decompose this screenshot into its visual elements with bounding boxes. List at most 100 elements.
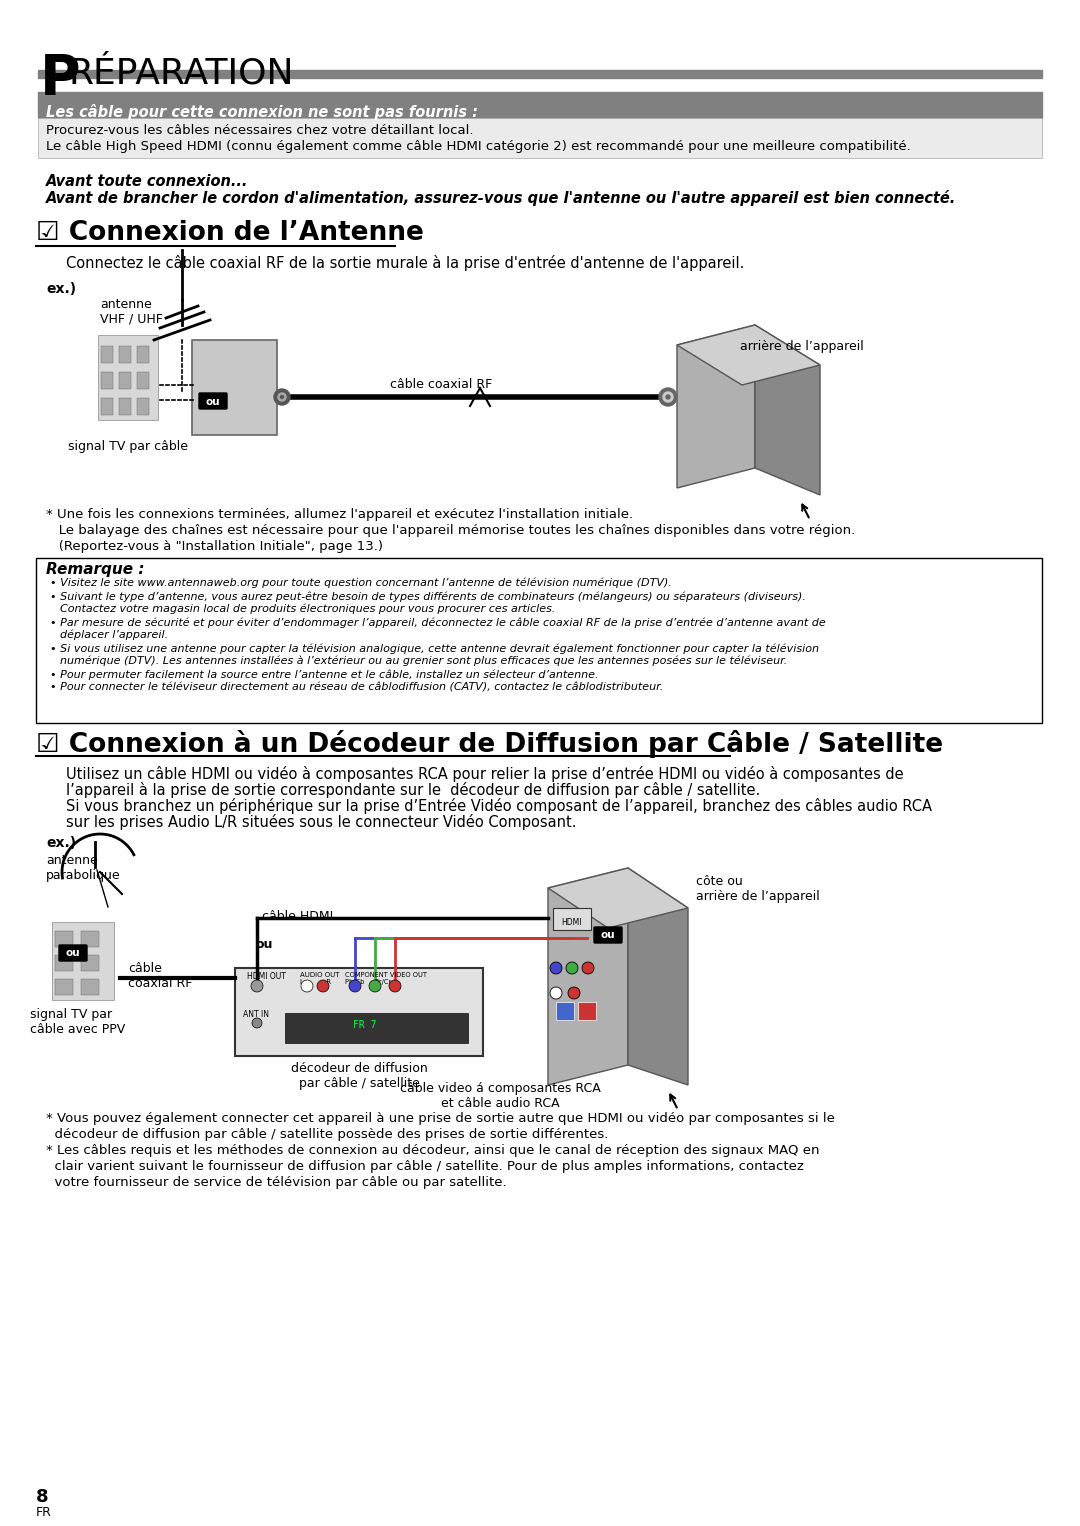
Text: sur les prises Audio L/R situées sous le connecteur Vidéo Composant.: sur les prises Audio L/R situées sous le… [66,813,577,830]
Bar [119,372,131,389]
Bar [81,955,99,971]
Bar [556,1003,573,1019]
Text: Si vous branchez un périphérique sur la prise d’Entrée Vidéo composant de l’appa: Si vous branchez un périphérique sur la … [66,798,932,813]
Text: Remarque :: Remarque : [46,562,145,577]
Bar [119,346,131,363]
Bar [102,398,113,415]
Text: • Pour permuter facilement la source entre l’antenne et le câble, installez un s: • Pour permuter facilement la source ent… [50,668,598,679]
Bar [81,980,99,995]
Text: * Les câbles requis et les méthodes de connexion au décodeur, ainsi que le canal: * Les câbles requis et les méthodes de c… [46,1144,820,1157]
Polygon shape [627,868,688,1085]
Text: câble HDMI: câble HDMI [262,909,334,923]
Text: FR: FR [36,1506,52,1518]
Text: P: P [40,52,81,105]
Circle shape [550,961,562,974]
Text: ex.): ex.) [46,836,76,850]
Text: • Par mesure de sécurité et pour éviter d’endommager l’appareil, déconnectez le : • Par mesure de sécurité et pour éviter … [50,617,826,627]
Bar [553,908,591,929]
Polygon shape [548,868,627,1085]
Text: Le câble High Speed HDMI (connu également comme câble HDMI catégorie 2) est reco: Le câble High Speed HDMI (connu égalemen… [46,140,910,153]
Text: votre fournisseur de service de télévision par câble ou par satellite.: votre fournisseur de service de télévisi… [46,1177,507,1189]
Bar [137,372,149,389]
Bar [38,70,1042,78]
Text: Connectez le câble coaxial RF de la sortie murale à la prise d'entrée d'antenne : Connectez le câble coaxial RF de la sort… [66,255,744,272]
Text: (Reportez-vous à "Installation Initiale", page 13.): (Reportez-vous à "Installation Initiale"… [46,540,383,552]
Text: Le balayage des chaînes est nécessaire pour que l'appareil mémorise toutes les c: Le balayage des chaînes est nécessaire p… [46,523,855,537]
Text: ou: ou [255,938,272,951]
Text: antenne
VHF / UHF: antenne VHF / UHF [100,298,163,327]
Circle shape [369,980,381,992]
Bar [285,1013,468,1042]
Circle shape [251,980,264,992]
FancyBboxPatch shape [59,945,87,961]
Text: déplacer l’appareil.: déplacer l’appareil. [60,630,168,641]
Text: Contactez votre magasin local de produits électroniques pour vous procurer ces a: Contactez votre magasin local de produit… [60,604,555,615]
Bar [38,92,1042,118]
FancyBboxPatch shape [199,394,227,409]
Text: ou: ou [66,948,80,958]
FancyBboxPatch shape [594,926,622,943]
Bar [578,1003,596,1019]
Text: signal TV par câble: signal TV par câble [68,439,188,453]
Bar [55,980,73,995]
Bar [55,931,73,948]
Bar [119,398,131,415]
Bar [38,118,1042,159]
Bar [137,398,149,415]
Circle shape [663,392,673,401]
Circle shape [278,394,286,401]
Text: décodeur de diffusion par câble / satellite possède des prises de sortie différe: décodeur de diffusion par câble / satell… [46,1128,608,1141]
Text: ou: ou [205,397,220,407]
Text: câble
coaxial RF: câble coaxial RF [129,961,192,990]
Circle shape [389,980,401,992]
Polygon shape [677,325,755,488]
Text: Avant toute connexion...: Avant toute connexion... [46,174,248,189]
Circle shape [301,980,313,992]
Text: * Vous pouvez également connecter cet appareil à une prise de sortie autre que H: * Vous pouvez également connecter cet ap… [46,1112,835,1125]
Text: Procurez-vous les câbles nécessaires chez votre détaillant local.: Procurez-vous les câbles nécessaires che… [46,124,473,137]
Bar [192,340,276,435]
Bar [102,346,113,363]
Text: HDMI OUT: HDMI OUT [247,972,286,981]
Text: clair varient suivant le fournisseur de diffusion par câble / satellite. Pour de: clair varient suivant le fournisseur de … [46,1160,804,1173]
Text: Les câble pour cette connexion ne sont pas fournis :: Les câble pour cette connexion ne sont p… [46,104,478,121]
Text: 8: 8 [36,1488,49,1506]
Text: signal TV par
câble avec PPV: signal TV par câble avec PPV [30,1009,125,1036]
Bar [98,336,158,420]
Circle shape [252,1018,262,1029]
Text: • Si vous utilisez une antenne pour capter la télévision analogique, cette anten: • Si vous utilisez une antenne pour capt… [50,642,819,653]
Circle shape [550,987,562,1000]
Bar [235,967,483,1056]
Text: Avant de brancher le cordon d'alimentation, assurez-vous que l'antenne ou l'autr: Avant de brancher le cordon d'alimentati… [46,191,956,206]
Bar [55,955,73,971]
Text: • Visitez le site www.antennaweb.org pour toute question concernant l’antenne de: • Visitez le site www.antennaweb.org pou… [50,578,672,589]
Text: câble coaxial RF: câble coaxial RF [390,378,492,391]
Text: ex.): ex.) [46,282,76,296]
Text: côte ou
arrière de l’appareil: côte ou arrière de l’appareil [696,874,820,903]
Text: câble video á composantes RCA
et câble audio RCA: câble video á composantes RCA et câble a… [400,1082,600,1109]
Text: numérique (DTV). Les antennes installées à l’extérieur ou au grenier sont plus e: numérique (DTV). Les antennes installées… [60,656,787,667]
Polygon shape [548,868,688,928]
Text: RÉPARATION: RÉPARATION [68,56,294,92]
Circle shape [666,395,670,398]
Circle shape [582,961,594,974]
Bar [137,346,149,363]
Text: HDMI: HDMI [562,919,582,926]
Circle shape [274,389,291,404]
Text: ou: ou [600,929,616,940]
Circle shape [568,987,580,1000]
Circle shape [281,395,283,398]
Circle shape [659,388,677,406]
Circle shape [349,980,361,992]
Circle shape [318,980,329,992]
Text: COMPONENT VIDEO OUT
Pb/Cb     Pr/Cr: COMPONENT VIDEO OUT Pb/Cb Pr/Cr [345,972,427,984]
Polygon shape [755,325,820,494]
Bar [52,922,114,1000]
Circle shape [566,961,578,974]
Text: AUDIO OUT
L          R: AUDIO OUT L R [300,972,339,984]
Text: Utilisez un câble HDMI ou vidéo à composantes RCA pour relier la prise d’entrée : Utilisez un câble HDMI ou vidéo à compos… [66,766,904,781]
Text: FR 7: FR 7 [353,1019,377,1030]
Text: * Une fois les connexions terminées, allumez l'appareil et exécutez l'installati: * Une fois les connexions terminées, all… [46,508,633,520]
Text: ☑ Connexion de l’Antenne: ☑ Connexion de l’Antenne [36,220,423,246]
Text: antenne
parabolique: antenne parabolique [46,855,121,882]
